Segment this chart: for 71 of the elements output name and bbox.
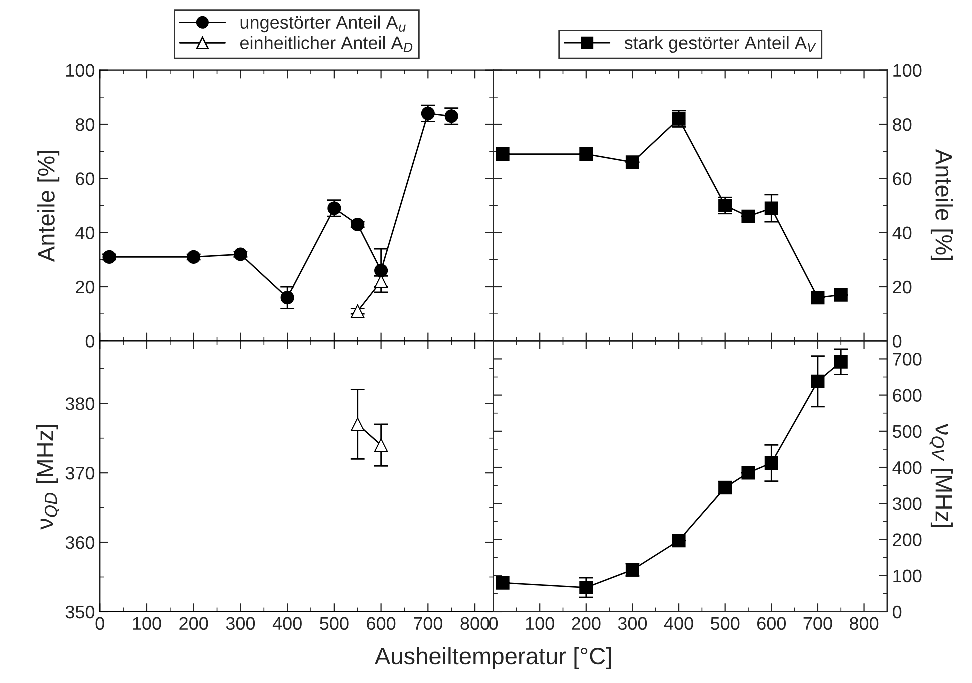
y2-tick-label: 200	[893, 534, 922, 546]
y-tick-label: 60	[76, 172, 95, 186]
x-tick-label: 300	[618, 617, 648, 630]
x-tick-label: 100	[526, 617, 554, 630]
y2-tick-label: 0	[893, 335, 902, 348]
y-tick-label: 80	[76, 118, 95, 132]
x-tick-label: 500	[711, 617, 740, 630]
legend-label: ungestörter Anteil A$_{u}$	[240, 16, 406, 33]
y-tick-label: 380	[66, 398, 95, 410]
y2-tick-label: 500	[893, 425, 922, 438]
point	[187, 250, 201, 264]
legend-label: stark gestörter Anteil A$_{V}$	[624, 36, 817, 54]
x-tick-label: 100	[133, 617, 162, 630]
y2-tick-label: 20	[893, 280, 912, 294]
y2-tick-label: 300	[892, 498, 922, 510]
point	[496, 148, 510, 162]
x-tick-label: 200	[180, 617, 208, 630]
point	[834, 355, 848, 369]
x-tick-label: 800	[460, 617, 490, 630]
point	[626, 156, 640, 170]
point	[580, 581, 594, 595]
point	[351, 304, 365, 318]
y-tick-label: 350	[66, 606, 95, 619]
legend-label: einheitlicher Anteil A$_{D}$	[240, 36, 413, 52]
x-tick-label: 700	[804, 617, 832, 630]
y2-tick-label: 100	[894, 570, 922, 583]
y2-tick-label: 40	[892, 226, 912, 240]
y2-tick-label: 600	[893, 389, 922, 402]
point	[280, 291, 294, 305]
x-tick-label: 200	[572, 617, 601, 630]
x-tick-label: 0	[96, 617, 104, 630]
y-tick-label: 0	[86, 335, 95, 348]
y-tick-label: 20	[76, 280, 95, 294]
point	[834, 288, 848, 302]
point	[742, 466, 756, 480]
point	[811, 374, 825, 388]
y2-axis-title: ν$_{QV}$ [MHz]	[930, 424, 953, 528]
y2-tick-label: 700	[893, 353, 922, 366]
y-tick-label: 370	[66, 467, 95, 480]
x-tick-label: 800	[850, 617, 879, 630]
y2-axis-title: Anteile [%]	[930, 149, 953, 261]
point	[764, 456, 778, 470]
point	[496, 576, 510, 590]
point	[351, 218, 365, 232]
point	[374, 264, 388, 278]
x-tick-label: 500	[320, 617, 349, 630]
point	[811, 291, 825, 305]
point	[102, 250, 116, 264]
x-tick-label: 300	[226, 617, 256, 630]
y-tick-label: 100	[66, 64, 95, 78]
x-tick-label: 600	[758, 617, 786, 630]
x-tick-label: 600	[367, 617, 396, 630]
y2-tick-label: 80	[893, 118, 912, 132]
y-axis-title: Anteile [%]	[38, 151, 60, 262]
x-tick-label: 400	[272, 617, 302, 630]
point	[580, 148, 594, 162]
y2-tick-label: 400	[892, 461, 922, 474]
y2-tick-label: 0	[893, 606, 902, 619]
x-tick-label: 0	[489, 617, 498, 630]
x-axis-title: Ausheiltemperatur [°C]	[374, 647, 611, 670]
point	[742, 210, 756, 224]
x-tick-label: 700	[414, 617, 443, 630]
point	[764, 202, 778, 216]
y2-tick-label: 100	[894, 64, 922, 78]
x-tick-label: 400	[664, 617, 694, 630]
y-tick-label: 360	[66, 536, 95, 550]
y2-tick-label: 60	[893, 172, 912, 186]
point	[234, 248, 248, 262]
point	[672, 534, 686, 548]
y-axis-title: ν$_{QD}$ [MHz]	[36, 424, 60, 530]
y-tick-label: 40	[76, 226, 95, 240]
